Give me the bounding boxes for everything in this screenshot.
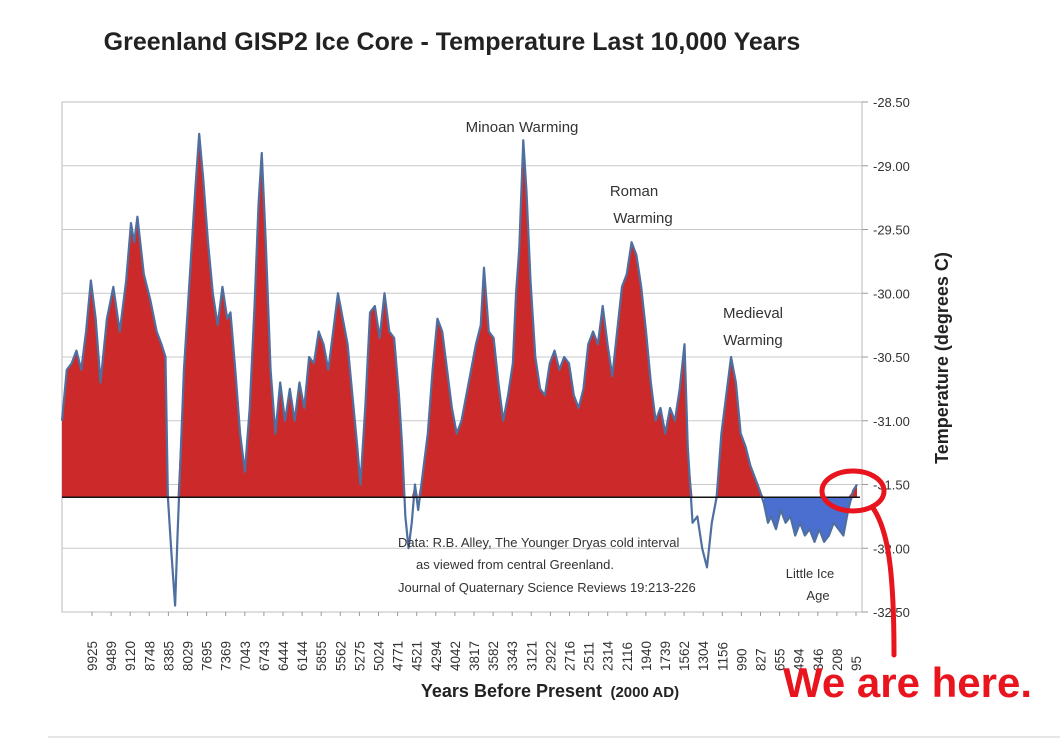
- x-tick-label: 8385: [161, 641, 176, 671]
- annotation-roman-line1: Roman: [610, 183, 658, 200]
- x-tick-label: 5562: [333, 641, 348, 671]
- x-axis-title-paren: (2000 AD): [610, 684, 679, 701]
- we-are-here-circle: [819, 468, 887, 514]
- x-tick-label: 2716: [563, 641, 578, 671]
- y-tick-label: -31.00: [873, 414, 910, 429]
- x-tick-label: 6444: [276, 640, 291, 671]
- x-axis-ticks: 9925 9489 9120 8748 8385 8029 7695 7369 7043 6743…: [85, 612, 864, 671]
- x-tick-label: 2511: [582, 642, 597, 671]
- x-tick-label: 3121: [524, 641, 539, 671]
- x-tick-label: 1562: [677, 641, 692, 671]
- x-tick-label: 4294: [429, 640, 444, 671]
- x-tick-label: 9925: [85, 641, 100, 671]
- x-tick-label: 494: [792, 648, 807, 671]
- x-tick-label: 1304: [696, 640, 711, 671]
- x-tick-label: 5855: [314, 641, 329, 671]
- y-tick-label: -30.50: [873, 350, 910, 365]
- we-are-here-label: We are here.: [783, 659, 1032, 706]
- y-axis-ticks: -28.50-29.00-29.50-30.00-30.50-31.00-31.…: [862, 95, 910, 620]
- annotation-medieval-line1: Medieval: [723, 305, 783, 322]
- data-source-line1: Data: R.B. Alley, The Younger Dryas cold…: [398, 535, 679, 550]
- x-tick-label: 1739: [658, 641, 673, 671]
- x-tick-label: 4042: [448, 641, 463, 671]
- x-tick-label: 1156: [715, 642, 730, 671]
- bottom-divider: [48, 736, 1060, 738]
- y-tick-label: -30.00: [873, 286, 910, 301]
- x-tick-label: 208: [830, 648, 845, 671]
- x-tick-label: 827: [754, 648, 769, 671]
- x-tick-label: 5024: [372, 640, 387, 671]
- annotation-little-ice-line1: Little Ice: [786, 566, 834, 581]
- data-source-line2: as viewed from central Greenland.: [416, 557, 614, 572]
- y-tick-label: -32.00: [873, 541, 910, 556]
- annotation-little-ice-line2: Age: [806, 588, 829, 603]
- x-tick-label: 2314: [601, 640, 616, 671]
- x-axis-title: Years Before Present (2000 AD): [421, 681, 679, 701]
- x-tick-label: 655: [773, 648, 788, 671]
- x-axis-title-main: Years Before Present: [421, 681, 602, 701]
- x-tick-label: 8029: [181, 641, 196, 671]
- x-tick-label: 4521: [410, 641, 425, 671]
- x-tick-label: 346: [811, 648, 826, 671]
- x-tick-label: 8748: [142, 641, 157, 671]
- x-tick-label: 4771: [391, 641, 406, 671]
- x-tick-label: 990: [734, 648, 749, 671]
- x-tick-label: 2922: [543, 641, 558, 671]
- y-tick-label: -29.00: [873, 159, 910, 174]
- x-tick-label: 7369: [219, 641, 234, 671]
- annotation-medieval-line2: Warming: [723, 332, 782, 349]
- warm-fill-area: [62, 133, 857, 498]
- annotation-minoan-warming: Minoan Warming: [466, 119, 579, 136]
- chart-title: Greenland GISP2 Ice Core - Temperature L…: [104, 28, 801, 56]
- x-tick-label: 5275: [352, 641, 367, 671]
- x-tick-label: 7043: [238, 641, 253, 671]
- annotation-roman-line2: Warming: [613, 210, 672, 227]
- x-tick-label: 9120: [123, 641, 138, 671]
- we-are-here-pointer: [870, 505, 897, 658]
- y-tick-label: -29.50: [873, 223, 910, 238]
- x-tick-label: 9489: [104, 641, 119, 671]
- temperature-line: [60, 132, 858, 607]
- y-axis-title: Temperature (degrees C): [932, 252, 952, 464]
- x-tick-label: 3343: [505, 641, 520, 671]
- data-source-line3: Journal of Quaternary Science Reviews 19…: [398, 580, 696, 595]
- x-tick-label: 6743: [257, 641, 272, 671]
- x-tick-label: 3817: [467, 641, 482, 671]
- x-tick-label: 3582: [486, 641, 501, 671]
- x-tick-label: 2116: [620, 642, 635, 671]
- x-tick-label: 7695: [200, 641, 215, 671]
- x-tick-label: 1940: [639, 641, 654, 671]
- x-tick-label: 6144: [295, 640, 310, 671]
- x-tick-label: 95: [849, 656, 864, 671]
- y-tick-label: -28.50: [873, 95, 910, 110]
